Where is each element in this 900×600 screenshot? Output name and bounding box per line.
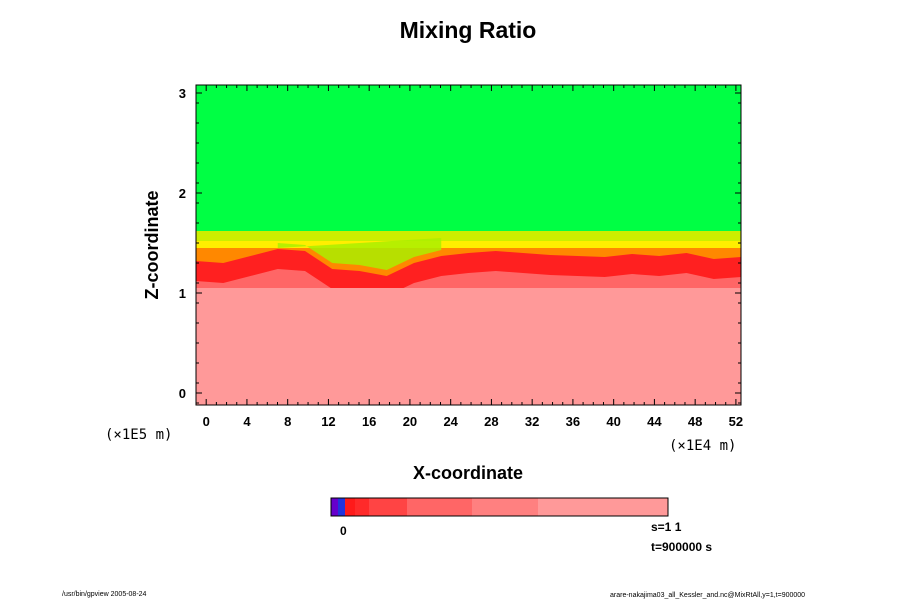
- x-tick-label: 44: [647, 414, 662, 429]
- footer-right: arare-nakajima03_all_Kessler_and.nc@MixR…: [610, 592, 805, 599]
- s-annotation: s=1 1: [651, 520, 682, 534]
- x-tick-label: 48: [688, 414, 702, 429]
- colorbar-swatch: [369, 498, 407, 516]
- colorbar-swatch: [355, 498, 369, 516]
- colorbar-swatch: [472, 498, 538, 516]
- field-lower: [196, 288, 741, 405]
- colorbar-swatch: [538, 498, 668, 516]
- x-tick-label: 40: [606, 414, 620, 429]
- x-tick-label: 24: [443, 414, 458, 429]
- plot-frame: [195, 84, 742, 406]
- x-tick-label: 16: [362, 414, 376, 429]
- x-tick-label: 12: [321, 414, 335, 429]
- colorbar-swatch: [338, 498, 345, 516]
- footer-left: /usr/bin/gpview 2005-08-24: [62, 591, 147, 598]
- x-scale-note: (×1E4 m): [669, 438, 736, 454]
- y-axis-ticks: 0 1 2 3: [179, 86, 741, 404]
- x-tick-label: 28: [484, 414, 498, 429]
- x-tick-label: 4: [243, 414, 251, 429]
- colorbar-swatch: [345, 498, 355, 516]
- t-annotation: t=900000 s: [651, 540, 712, 554]
- x-tick-label: 20: [403, 414, 417, 429]
- x-tick-label: 0: [203, 414, 210, 429]
- x-tick-label: 8: [284, 414, 291, 429]
- chart-title: Mixing Ratio: [400, 17, 537, 43]
- x-tick-label: 52: [729, 414, 743, 429]
- y-axis-label: Z-coordinate: [142, 190, 162, 299]
- y-tick-label: 2: [179, 186, 186, 201]
- x-axis-label: X-coordinate: [413, 463, 523, 483]
- field-mixing-zone: [277, 238, 442, 270]
- colorbar-swatch: [407, 498, 472, 516]
- plot-area: [195, 84, 742, 406]
- y-tick-label: 3: [179, 86, 186, 101]
- colorbar-swatch: [331, 498, 338, 516]
- colorbar: [330, 497, 669, 517]
- y-tick-label: 0: [179, 386, 186, 401]
- x-tick-label: 36: [566, 414, 580, 429]
- y-tick-label: 1: [179, 286, 186, 301]
- x-tick-label: 32: [525, 414, 539, 429]
- colorbar-frame: [330, 497, 669, 517]
- x-axis-ticks: 0 4 8 12 16 20 24 28 32 36 40 44 48 52: [195, 85, 743, 429]
- y-scale-note: (×1E5 m): [105, 427, 172, 443]
- colorbar-zero-label: 0: [340, 524, 347, 538]
